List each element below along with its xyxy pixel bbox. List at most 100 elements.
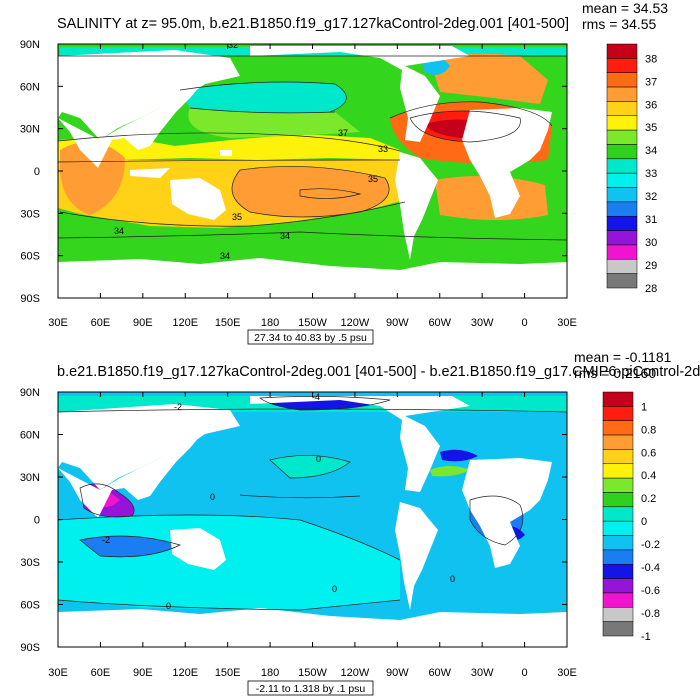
colorbar-swatch (602, 492, 634, 508)
colorbar-swatch (606, 201, 638, 217)
colorbar-swatch (602, 621, 634, 637)
x-tick-label: 120W (341, 667, 370, 679)
x-tick-label: 30W (471, 317, 494, 329)
colorbar-label: 28 (645, 283, 657, 295)
panel-a-axes: 30E 60E 90E 120E 150E 180 150W 120W 90W 60W 30W 0 30… (20, 39, 577, 329)
colorbar-swatch (606, 244, 638, 260)
colorbar-label: 38 (645, 53, 657, 65)
x-tick-label: 30E (48, 667, 68, 679)
x-tick-label: 150W (298, 317, 327, 329)
y-tick-label: 30N (20, 472, 40, 484)
y-tick-label: 90S (20, 293, 40, 305)
colorbar-label: 32 (645, 191, 657, 203)
contour-label: 34 (220, 251, 230, 261)
contour-label: 0 (450, 574, 455, 584)
x-tick-label: 180 (261, 667, 279, 679)
x-tick-label: 60W (428, 317, 451, 329)
x-tick-label: 0 (522, 317, 528, 329)
panel-a-title: SALINITY at z= 95.0m, b.e21.B1850.f19_g1… (57, 16, 569, 32)
y-tick-label: 30S (20, 208, 40, 220)
y-tick-label: 0 (34, 166, 40, 178)
panel-b-mean: mean = -0.1181 (574, 349, 672, 365)
y-tick-label: 30S (20, 557, 40, 569)
contours-b (58, 396, 567, 611)
panel-salinity: SALINITY at z= 95.0m, b.e21.B1850.f19_g1… (20, 0, 668, 345)
contour-labels-b: -4 -2 0 0 -2 0 0 0 (102, 392, 455, 611)
x-tick-label: 30E (557, 317, 577, 329)
panel-a-mean: mean = 34.53 (582, 0, 668, 16)
colorbar-label: 34 (645, 145, 657, 157)
colorbar-swatch (602, 391, 634, 407)
range-label-a: 27.34 to 40.83 by .5 psu (254, 332, 367, 344)
colorbar-label: 0.8 (641, 424, 656, 436)
colorbar-swatch (602, 549, 634, 565)
x-tick-label: 120E (172, 317, 198, 329)
colorbar-swatch (602, 535, 634, 551)
x-tick-label: 30W (471, 667, 494, 679)
colorbar-label: 30 (645, 237, 657, 249)
colorbar-swatch (606, 58, 638, 73)
colorbar-swatch (602, 563, 634, 579)
contour-label: 35 (368, 174, 378, 184)
y-tick-label: 60N (20, 430, 40, 442)
colorbar-label: 37 (645, 76, 657, 88)
colorbar-swatch (602, 434, 634, 450)
colorbar-label: 0.6 (641, 447, 656, 459)
colorbar-label: 35 (645, 122, 657, 134)
panel-a-rms: rms = 34.55 (582, 16, 657, 32)
x-tick-label: 60E (91, 667, 111, 679)
colorbar-swatch (606, 158, 638, 174)
colorbar-swatch (606, 43, 638, 59)
colorbar-b: 1 0.8 0.6 0.4 0.2 0 -0.2 -0.4 -0.6 -0.8 -1 (602, 391, 660, 643)
colorbar-swatch (606, 144, 638, 160)
colorbar-swatch (606, 230, 638, 246)
colorbar-label: 29 (645, 260, 657, 272)
contour-label: 33 (378, 144, 388, 154)
colorbar-swatch (602, 463, 634, 479)
colorbar-swatch (606, 187, 638, 203)
colorbar-label: 36 (645, 99, 657, 111)
colorbar-swatch (602, 449, 634, 465)
colorbar-swatch (606, 72, 638, 88)
x-tick-label: 180 (261, 317, 279, 329)
colorbar-swatch (606, 129, 638, 145)
colorbar-swatch (606, 273, 638, 289)
y-tick-label: 60S (20, 600, 40, 612)
contour-label: 32 (228, 40, 238, 50)
x-tick-label: 90E (133, 317, 153, 329)
x-tick-label: 90W (386, 317, 409, 329)
x-tick-label: 60W (428, 667, 451, 679)
colorbar-swatch (606, 172, 638, 188)
x-tick-label: 120W (341, 317, 370, 329)
colorbar-swatch (602, 592, 634, 608)
colorbar-label: 31 (645, 214, 657, 226)
colorbar-label: 0.4 (641, 470, 656, 482)
range-box-a (247, 329, 374, 345)
contour-label: -2 (102, 535, 110, 545)
colorbar-swatch (606, 115, 638, 131)
contour-label: 0 (332, 584, 337, 594)
y-tick-label: 90N (20, 387, 40, 399)
y-tick-label: 0 (34, 515, 40, 527)
contour-label: 34 (114, 226, 124, 236)
x-tick-label: 30E (557, 667, 577, 679)
colorbar-swatch (602, 578, 634, 594)
colorbar-a: 38 37 36 35 34 33 32 31 30 29 28 (606, 43, 657, 295)
contour-label: 0 (316, 454, 321, 464)
colorbar-swatch (606, 215, 638, 231)
x-tick-label: 60E (91, 317, 111, 329)
colorbar-label: -0.4 (641, 562, 660, 574)
x-tick-label: 150E (215, 317, 241, 329)
colorbar-swatch (602, 420, 634, 436)
colorbar-label: -1 (641, 631, 651, 643)
y-tick-label: 60N (20, 81, 40, 93)
y-tick-label: 30N (20, 124, 40, 136)
continents (58, 46, 552, 260)
x-tick-label: 150E (215, 667, 241, 679)
x-tick-label: 90W (386, 667, 409, 679)
colorbar-swatch (606, 259, 638, 274)
continents-b (58, 396, 567, 647)
colorbar-label: 33 (645, 168, 657, 180)
x-tick-label: 120E (172, 667, 198, 679)
